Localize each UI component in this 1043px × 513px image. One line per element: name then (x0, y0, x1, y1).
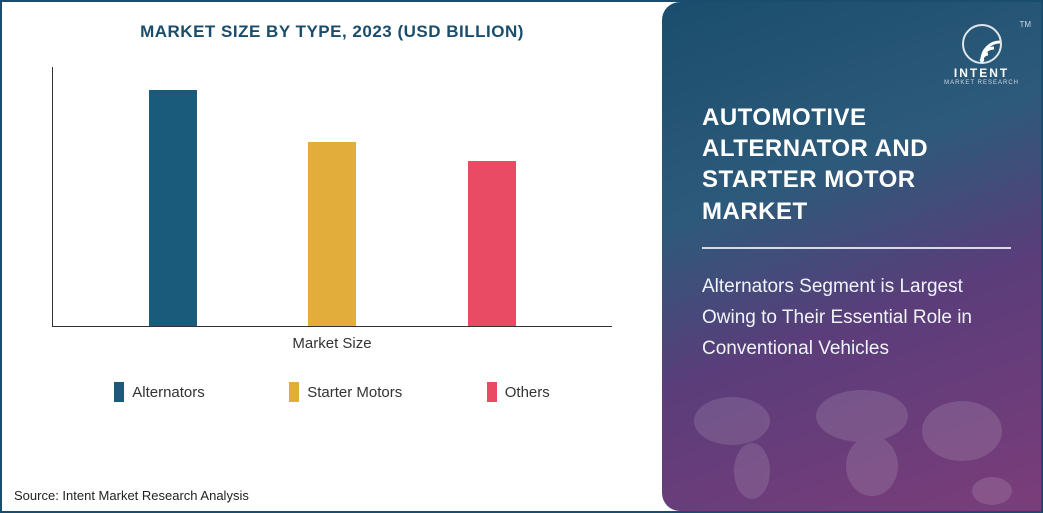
logo-subtitle: MARKET RESEARCH (944, 80, 1019, 86)
logo-brand-text: INTENT (944, 66, 1019, 80)
legend-item-alternators: Alternators (114, 382, 205, 402)
legend-label: Starter Motors (307, 384, 402, 401)
bar-chart (52, 67, 612, 327)
trademark-label: TM (1019, 20, 1031, 29)
bar-others (468, 161, 516, 326)
bar-starter-motors (308, 142, 356, 326)
summary-panel: TM INTENT MARKET RESEARCH AUTOMOTIVE ALT… (662, 2, 1041, 511)
divider-line (702, 247, 1011, 249)
legend-swatch-icon (114, 382, 124, 402)
bar-alternators (149, 90, 197, 326)
legend-item-starter-motors: Starter Motors (289, 382, 402, 402)
legend-swatch-icon (289, 382, 299, 402)
infographic-container: MARKET SIZE BY TYPE, 2023 (USD BILLION) … (0, 0, 1043, 513)
chart-legend: Alternators Starter Motors Others (32, 352, 632, 412)
legend-swatch-icon (487, 382, 497, 402)
source-attribution: Source: Intent Market Research Analysis (14, 488, 249, 503)
panel-title: AUTOMOTIVE ALTERNATOR AND STARTER MOTOR … (702, 102, 1011, 227)
chart-panel: MARKET SIZE BY TYPE, 2023 (USD BILLION) … (2, 2, 662, 511)
world-map-bg-icon (662, 361, 1041, 511)
chart-title: MARKET SIZE BY TYPE, 2023 (USD BILLION) (32, 22, 632, 42)
x-axis-label: Market Size (32, 335, 632, 352)
panel-body: Alternators Segment is Largest Owing to … (702, 271, 1011, 365)
brand-logo: INTENT MARKET RESEARCH (944, 20, 1019, 86)
legend-label: Alternators (132, 384, 205, 401)
legend-label: Others (505, 384, 550, 401)
legend-item-others: Others (487, 382, 550, 402)
wifi-arc-icon (960, 20, 1004, 64)
